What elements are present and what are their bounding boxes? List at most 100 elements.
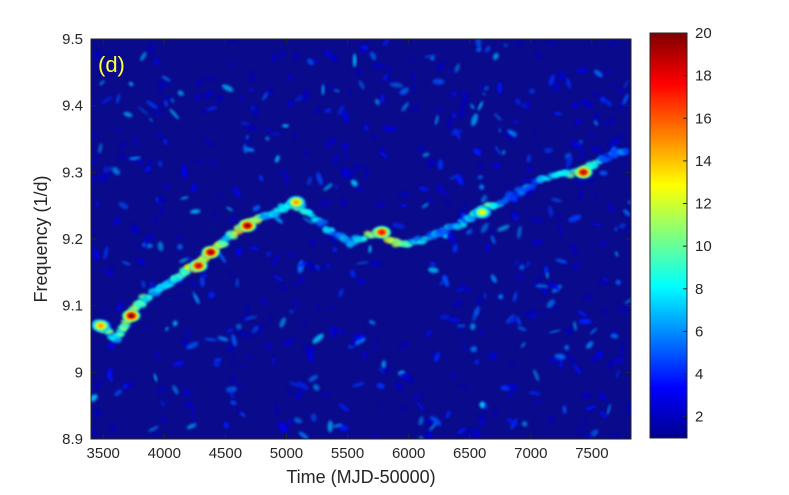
noise-blob	[271, 53, 277, 64]
noise-blob	[429, 262, 436, 266]
noise-blob	[485, 45, 491, 53]
noise-blob	[203, 138, 215, 147]
noise-blob	[157, 241, 164, 252]
noise-blob	[515, 98, 522, 106]
noise-blob	[158, 160, 163, 167]
noise-blob	[455, 173, 464, 185]
noise-blob	[230, 373, 236, 384]
noise-blob	[456, 324, 466, 328]
noise-blob	[460, 284, 472, 293]
noise-blob	[114, 389, 123, 397]
noise-blob	[240, 121, 250, 126]
noise-blob	[338, 403, 349, 412]
noise-blob	[164, 99, 168, 107]
noise-blob	[415, 401, 425, 412]
noise-blob	[520, 178, 534, 183]
noise-blob	[235, 278, 239, 288]
ridge-blob	[509, 193, 522, 198]
noise-blob	[478, 413, 487, 420]
noise-blob	[338, 288, 344, 298]
noise-blob	[397, 405, 410, 412]
colorbar-tick-label: 4	[695, 366, 703, 383]
noise-blob	[498, 128, 501, 133]
noise-blob	[435, 115, 439, 125]
noise-blob	[375, 260, 382, 267]
noise-blob	[547, 416, 554, 424]
ridge-blob	[229, 233, 238, 240]
noise-blob	[293, 52, 300, 61]
noise-blob	[564, 344, 569, 351]
colorbar-tick-label: 10	[695, 238, 712, 255]
noise-blob	[473, 428, 480, 439]
noise-blob	[213, 362, 221, 367]
noise-blob	[128, 228, 141, 234]
noise-blob	[611, 139, 619, 145]
noise-blob	[304, 206, 313, 211]
noise-blob	[592, 222, 602, 227]
noise-blob	[490, 274, 497, 283]
noise-blob	[153, 58, 160, 66]
x-tick-label: 4000	[148, 445, 181, 462]
ridge-blob	[622, 147, 630, 155]
noise-blob	[558, 73, 566, 81]
noise-blob	[622, 93, 629, 105]
y-tick-label: 8.9	[62, 431, 83, 448]
noise-blob	[272, 356, 275, 366]
noise-blob	[554, 111, 560, 116]
peak-mark	[244, 223, 251, 228]
noise-blob	[357, 278, 365, 285]
noise-blob	[280, 285, 286, 291]
noise-blob	[325, 263, 332, 268]
noise-blob	[103, 246, 109, 260]
noise-blob	[303, 89, 310, 102]
noise-blob	[362, 351, 367, 359]
noise-blob	[480, 330, 485, 335]
ridge-blob	[219, 241, 229, 248]
noise-blob	[92, 132, 97, 138]
noise-blob	[485, 403, 488, 410]
noise-blob	[353, 53, 357, 68]
noise-blob	[425, 429, 432, 439]
noise-blob	[608, 143, 613, 149]
noise-blob	[147, 426, 159, 432]
noise-blob	[177, 243, 183, 250]
noise-blob	[445, 410, 451, 419]
noise-blob	[458, 328, 462, 333]
noise-blob	[481, 194, 487, 204]
noise-blob	[112, 217, 122, 226]
noise-blob	[340, 197, 347, 207]
noise-blob	[546, 299, 555, 308]
noise-blob	[409, 57, 414, 66]
noise-blob	[237, 410, 242, 414]
noise-blob	[526, 100, 531, 111]
noise-blob	[163, 138, 168, 146]
noise-blob	[513, 260, 520, 265]
noise-blob	[353, 334, 366, 340]
y-tick-label: 9.2	[62, 231, 83, 248]
noise-blob	[454, 63, 460, 73]
peak-layer	[91, 166, 593, 332]
noise-blob	[108, 342, 115, 350]
noise-blob	[106, 366, 113, 379]
noise-blob	[119, 140, 126, 151]
noise-blob	[447, 94, 452, 99]
noise-blob	[382, 126, 397, 132]
noise-blob	[497, 82, 503, 94]
noise-blob	[451, 113, 457, 119]
noise-blob	[161, 75, 171, 82]
noise-blob	[577, 424, 584, 436]
noise-blob	[459, 203, 468, 216]
noise-blob	[226, 328, 234, 333]
noise-blob	[376, 382, 385, 390]
noise-blob	[469, 323, 476, 330]
noise-blob	[484, 86, 489, 91]
noise-blob	[559, 358, 564, 369]
noise-blob	[321, 391, 330, 398]
noise-blob	[507, 129, 518, 137]
noise-blob	[313, 60, 321, 63]
noise-blob	[274, 216, 283, 224]
noise-blob	[426, 433, 437, 439]
noise-blob	[586, 178, 595, 185]
colorbar-tick-label: 8	[695, 281, 703, 298]
noise-blob	[562, 405, 567, 414]
